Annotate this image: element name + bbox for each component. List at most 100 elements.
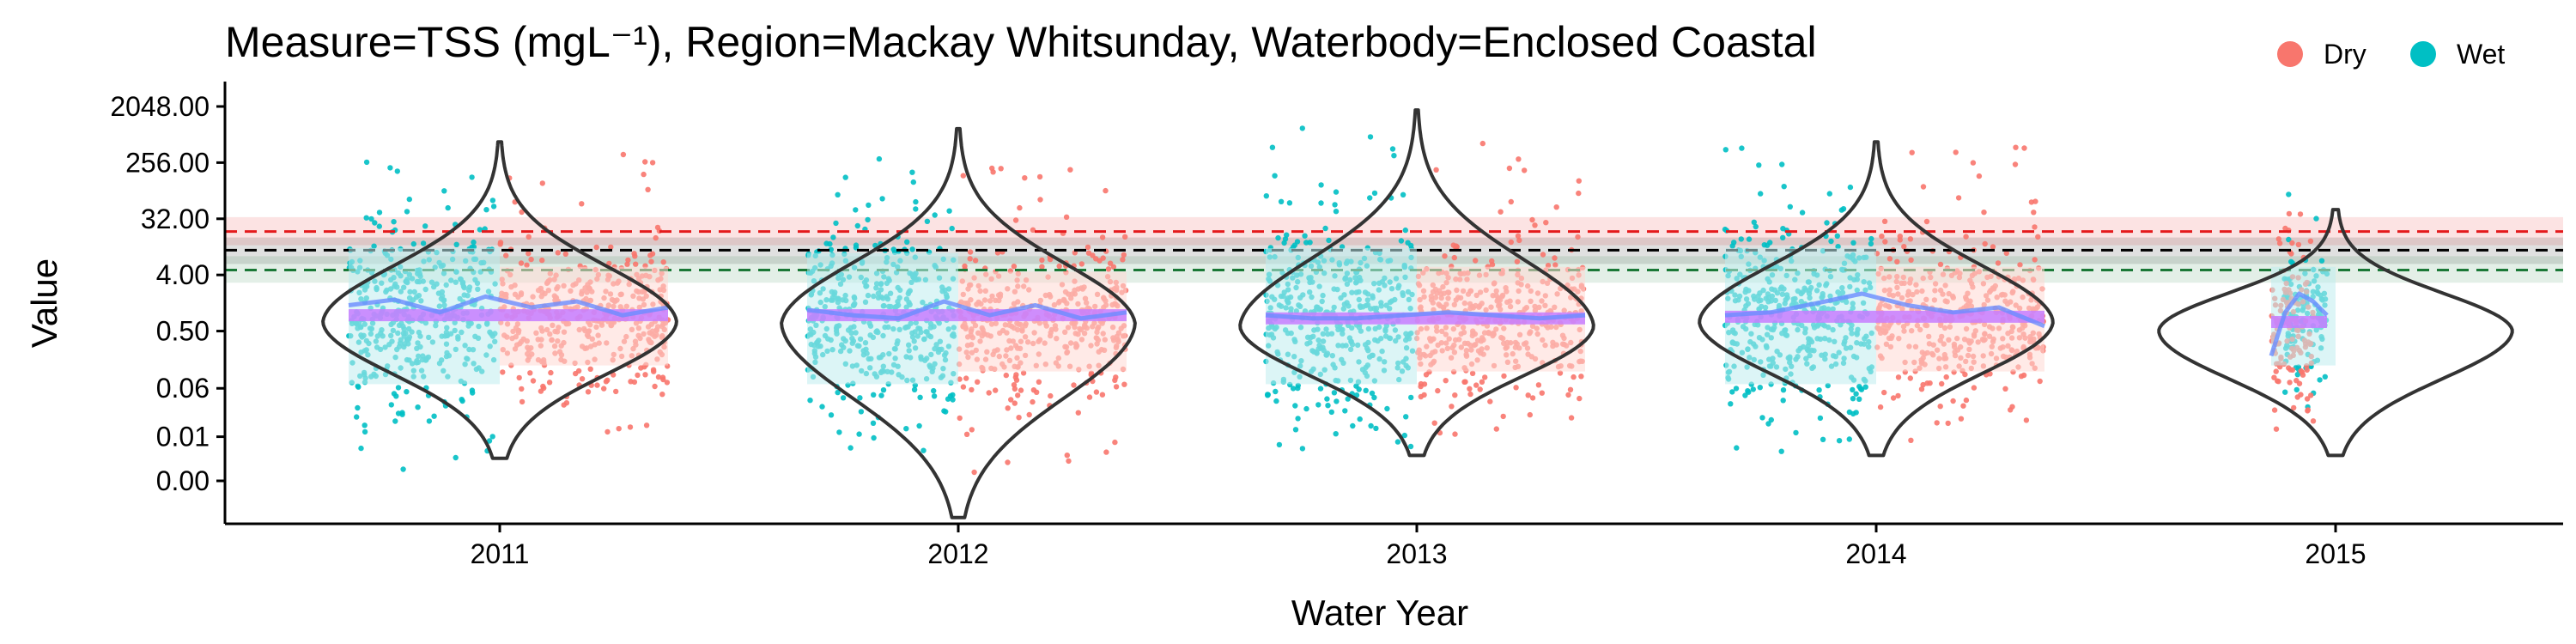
point-dry [1908,437,1914,443]
point-wet [2318,258,2325,264]
point-wet [819,404,825,410]
point-dry [1508,198,1515,205]
point-wet [387,165,393,171]
point-dry [1934,420,1940,426]
point-dry [1576,190,1582,197]
point-dry [1453,243,1460,249]
point-dry [1987,371,1993,377]
point-wet [854,222,860,229]
point-wet [489,434,495,440]
point-wet [842,174,848,180]
point-dry [2305,408,2311,414]
point-dry [1086,394,1093,400]
point-wet [853,207,859,213]
point-wet [1850,396,1856,402]
point-dry [642,372,648,378]
point-dry [660,259,666,265]
point-wet [1331,390,1338,396]
point-wet [1384,405,1390,412]
point-dry [1093,389,1100,395]
point-wet [879,196,885,202]
point-wet [1333,209,1340,215]
point-dry [1026,411,1032,418]
dry-summary-box-2012 [958,271,1127,372]
point-dry [2012,161,2019,167]
point-dry [1099,234,1106,240]
point-dry [1112,439,1118,446]
violin-2015 [2157,208,2514,458]
point-wet [1342,408,1348,414]
point-dry [975,379,981,385]
point-wet [1290,386,1297,392]
point-dry [2032,257,2038,263]
point-wet [830,234,836,240]
point-dry [1907,236,1914,242]
point-dry [2031,210,2037,216]
point-wet [848,445,854,451]
point-dry [2295,241,2302,248]
point-wet [363,215,369,221]
point-wet [1826,191,1832,197]
point-dry [1421,381,1428,387]
point-dry [967,249,974,255]
point-dry [1568,415,1575,421]
point-wet [871,392,877,398]
point-wet [393,393,399,399]
trend-line-2015 [2269,291,2329,357]
point-wet [1369,390,1376,397]
point-dry [2289,367,2296,373]
point-wet [1273,388,1279,395]
point-dry [2276,240,2283,246]
point-wet [1273,398,1279,404]
point-wet [909,169,915,175]
point-dry [1960,403,1966,409]
point-dry [664,380,671,386]
point-dry [1500,413,1506,420]
point-wet [931,387,937,394]
point-wet [835,191,841,197]
point-dry [1479,379,1485,385]
point-dry [1963,234,1969,240]
point-dry [548,369,554,376]
point-wet [1332,202,1338,208]
point-dry [1924,380,1930,386]
point-dry [1047,256,1054,263]
point-dry [1056,263,1062,270]
legend-dot-wet [2410,41,2436,67]
y-tick-label: 256.00 [125,147,210,178]
point-dry [1571,374,1577,380]
point-dry [1506,165,1513,172]
point-dry [627,424,634,430]
point-wet [1765,421,1771,427]
y-tick-label: 2048.00 [110,91,210,122]
point-dry [1473,382,1479,388]
point-dry [2304,367,2310,374]
point-dry [1877,404,1884,410]
point-dry [1479,140,1486,147]
point-dry [1433,167,1439,173]
point-wet [1333,431,1339,437]
point-wet [910,179,917,185]
point-dry [526,234,532,240]
point-wet [1408,242,1414,249]
point-dry [1071,382,1077,388]
point-wet [1746,389,1752,395]
point-dry [2275,378,2281,384]
point-wet [1834,233,1840,239]
point-dry [561,402,567,408]
point-dry [1908,257,1914,263]
point-dry [1920,381,1926,388]
point-dry [1894,258,1900,264]
point-dry [1945,420,1951,427]
point-dry [1958,416,1965,422]
point-dry [530,378,537,384]
point-dry [2032,224,2038,230]
point-wet [1275,234,1281,241]
point-dry [2298,392,2304,398]
point-wet [1850,240,1856,246]
point-wet [913,198,919,205]
point-wet [836,429,842,435]
point-dry [1016,415,1022,421]
median-bar-2014 [1725,310,2044,323]
